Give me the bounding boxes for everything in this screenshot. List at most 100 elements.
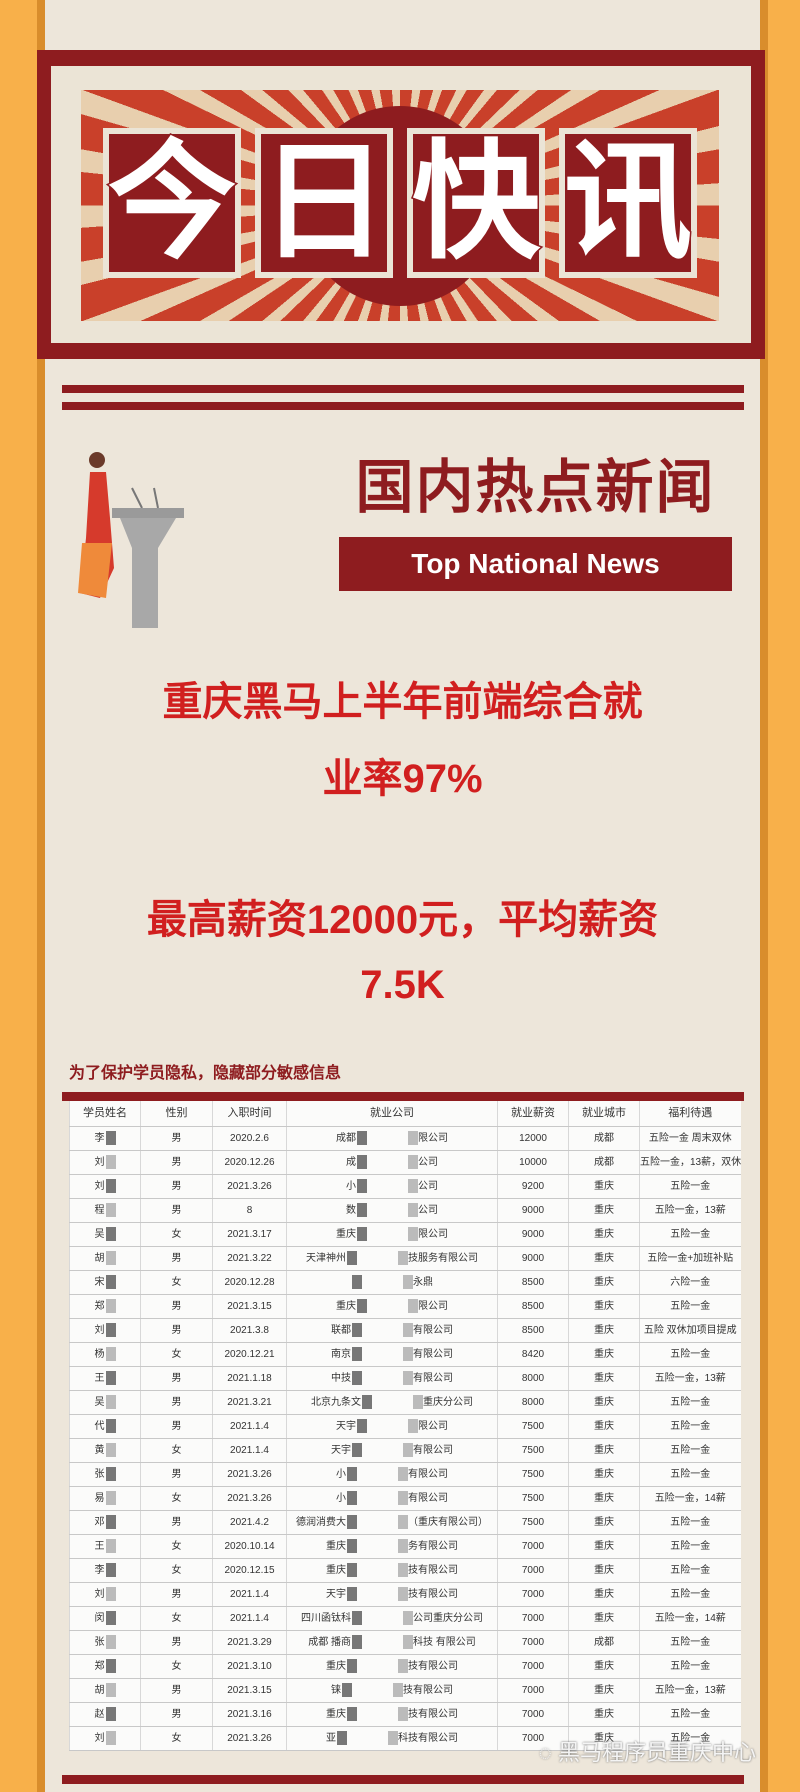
- company-right-text: （重庆有限公司）: [408, 1516, 488, 1528]
- redaction-block: [357, 1202, 367, 1217]
- banner-title: 今 日 快 讯: [81, 128, 719, 278]
- benefits-cell: 五险一金: [639, 1414, 741, 1439]
- benefits-text: 五险一金: [670, 1300, 711, 1312]
- table-row: 刘 男 2021.3.26 小 公司 9200 重庆 五险一金: [69, 1174, 741, 1199]
- company-left-text: 成: [346, 1156, 356, 1168]
- redaction-block: [347, 1658, 357, 1673]
- name-cell: 吴: [69, 1390, 141, 1415]
- company-cell: 四川函钛科 公司重庆分公司: [286, 1606, 498, 1631]
- gender-text: 女: [171, 1276, 182, 1288]
- benefits-text: 五险一金，13薪，双休: [640, 1156, 741, 1168]
- name-cell: 郑: [69, 1294, 141, 1319]
- divider: [62, 402, 744, 410]
- gender-cell: 男: [140, 1462, 213, 1487]
- table-row: 张 男 2021.3.26 小 有限公司 7500 重庆 五险一金: [69, 1462, 741, 1487]
- redaction-block: [105, 1610, 116, 1625]
- redaction-block: [105, 1658, 116, 1673]
- date-cell: 2021.1.18: [212, 1366, 287, 1391]
- city-cell: 重庆: [568, 1582, 640, 1607]
- company-right-text: 科技 有限公司: [413, 1636, 476, 1648]
- company-right-text: 公司: [418, 1204, 438, 1216]
- redaction-block: [347, 1514, 357, 1529]
- salary-cell: 8500: [497, 1294, 569, 1319]
- benefits-cell: 五险一金: [639, 1534, 741, 1559]
- salary-cell: 7500: [497, 1462, 569, 1487]
- benefits-cell: 五险一金，14薪: [639, 1486, 741, 1511]
- salary-text: 8000: [521, 1396, 545, 1408]
- date-cell: 2021.3.26: [212, 1726, 287, 1751]
- date-text: 8: [246, 1204, 253, 1216]
- benefits-text: 五险一金: [670, 1468, 711, 1480]
- date-text: 2020.10.14: [224, 1540, 275, 1552]
- benefits-text: 五险一金: [670, 1420, 711, 1432]
- salary-cell: 7000: [497, 1630, 569, 1655]
- column-header: 入职时间: [212, 1101, 287, 1127]
- city-text: 成都: [594, 1132, 614, 1144]
- company-cell: 小 有限公司: [286, 1462, 498, 1487]
- name-text: 郑: [94, 1300, 105, 1312]
- company-left-text: 小: [346, 1180, 356, 1192]
- redaction-block: [105, 1250, 116, 1265]
- city-cell: 重庆: [568, 1222, 640, 1247]
- table-row: 郑 男 2021.3.15 重庆 限公司 8500 重庆 五险一金: [69, 1294, 741, 1319]
- redaction-block: [398, 1538, 408, 1553]
- banner-title-char: 快: [407, 128, 545, 278]
- redaction-block: [347, 1586, 357, 1601]
- salary-cell: 9200: [497, 1174, 569, 1199]
- gender-cell: 女: [140, 1222, 213, 1247]
- redaction-block: [403, 1274, 413, 1289]
- redaction-block: [105, 1274, 116, 1289]
- company-left-text: 重庆: [336, 1228, 356, 1240]
- benefits-text: 五险 双休加项目提成: [643, 1324, 737, 1336]
- redaction-block: [347, 1562, 357, 1577]
- name-text: 刘: [94, 1180, 105, 1192]
- date-text: 2021.3.26: [227, 1492, 272, 1504]
- date-cell: 2021.3.29: [212, 1630, 287, 1655]
- company-cell: 成都 播商 科技 有限公司: [286, 1630, 498, 1655]
- table-row: 王 男 2021.1.18 中技 有限公司 8000 重庆 五险一金，13薪: [69, 1366, 741, 1391]
- gender-cell: 男: [140, 1318, 213, 1343]
- name-text: 张: [94, 1468, 105, 1480]
- company-right-text: 限公司: [418, 1228, 448, 1240]
- city-cell: 重庆: [568, 1366, 640, 1391]
- benefits-text: 五险一金: [670, 1540, 711, 1552]
- company-right-text: 技服务有限公司: [408, 1252, 478, 1264]
- name-cell: 赵: [69, 1702, 141, 1727]
- name-text: 代: [94, 1420, 105, 1432]
- date-cell: 2020.12.15: [212, 1558, 287, 1583]
- benefits-cell: 五险一金: [639, 1726, 741, 1751]
- salary-text: 9000: [521, 1228, 545, 1240]
- company-cell: 天宇 有限公司: [286, 1438, 498, 1463]
- name-cell: 胡: [69, 1246, 141, 1271]
- name-cell: 张: [69, 1462, 141, 1487]
- city-cell: 重庆: [568, 1390, 640, 1415]
- company-left-text: 铼: [331, 1684, 341, 1696]
- redaction-block: [105, 1418, 116, 1433]
- benefits-text: 五险一金，13薪: [654, 1684, 726, 1696]
- city-text: 重庆: [594, 1684, 614, 1696]
- speaker-at-podium-icon: [78, 452, 184, 628]
- table-row: 吴 男 2021.3.21 北京九条文 重庆分公司 8000 重庆 五险一金: [69, 1390, 741, 1415]
- salary-text: 8500: [521, 1276, 545, 1288]
- company-cell: 重庆 限公司: [286, 1222, 498, 1247]
- salary-text: 9000: [521, 1204, 545, 1216]
- salary-cell: 7500: [497, 1486, 569, 1511]
- date-cell: 2021.3.26: [212, 1174, 287, 1199]
- date-text: 2021.3.16: [227, 1708, 272, 1720]
- salary-cell: 7500: [497, 1414, 569, 1439]
- salary-cell: 7500: [497, 1510, 569, 1535]
- benefits-cell: 五险一金: [639, 1462, 741, 1487]
- salary-cell: 9000: [497, 1222, 569, 1247]
- company-right-text: 有限公司: [408, 1468, 448, 1480]
- name-text: 刘: [94, 1156, 105, 1168]
- gender-text: 男: [171, 1252, 182, 1264]
- redaction-block: [347, 1538, 357, 1553]
- benefits-text: 五险一金: [670, 1588, 711, 1600]
- banner-title-char: 讯: [559, 128, 697, 278]
- table-row: 赵 男 2021.3.16 重庆 技有限公司 7000 重庆 五险一金: [69, 1702, 741, 1727]
- divider: [62, 385, 744, 393]
- name-text: 胡: [94, 1684, 105, 1696]
- redaction-block: [398, 1586, 408, 1601]
- company-left-text: 重庆: [326, 1564, 346, 1576]
- name-cell: 宋: [69, 1270, 141, 1295]
